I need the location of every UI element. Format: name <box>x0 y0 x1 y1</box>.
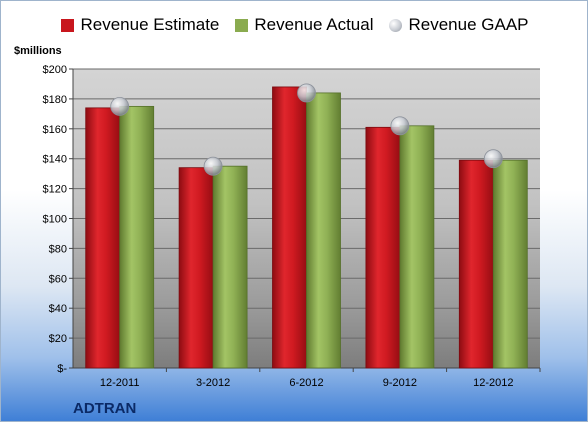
legend-item-revenue-gaap: Revenue GAAP <box>389 15 529 35</box>
y-tick-label: $100 <box>43 214 67 226</box>
y-tick-label: $160 <box>43 124 67 136</box>
company-name: ADTRAN <box>73 400 137 417</box>
bar-revenue-actual <box>492 159 528 369</box>
legend-swatch-revenue-estimate <box>61 18 75 32</box>
marker-revenue-gaap <box>390 116 410 136</box>
marker-revenue-gaap <box>110 96 130 116</box>
y-tick-label: $120 <box>43 184 67 196</box>
legend-marker-revenue-gaap <box>389 18 403 32</box>
y-tick-label: $200 <box>43 64 67 76</box>
bar-revenue-estimate <box>85 107 121 369</box>
legend-swatch-revenue-actual <box>235 18 249 32</box>
bar-revenue-actual <box>399 125 435 369</box>
bar-revenue-actual <box>119 105 155 369</box>
y-tick-label: $180 <box>43 94 67 106</box>
y-tick-label: $40 <box>49 303 67 315</box>
bar-revenue-estimate <box>365 126 401 369</box>
bar-revenue-estimate <box>272 86 307 369</box>
bar-revenue-actual <box>212 165 248 369</box>
legend-item-revenue-actual: Revenue Actual <box>235 15 373 35</box>
marker-revenue-gaap <box>297 83 316 103</box>
bar-revenue-estimate <box>178 167 214 369</box>
x-tick-label: 3-2012 <box>196 377 230 389</box>
x-tick-label: 9-2012 <box>383 377 417 389</box>
x-tick-label: 6-2012 <box>289 377 323 389</box>
bar-revenue-actual <box>306 92 341 369</box>
x-tick-label: 12-2011 <box>100 377 140 389</box>
legend-label-revenue-actual: Revenue Actual <box>254 15 374 34</box>
marker-revenue-gaap <box>203 156 223 176</box>
y-tick-label: $140 <box>43 154 67 166</box>
y-tick-label: $60 <box>49 273 67 285</box>
legend-item-revenue-estimate: Revenue Estimate <box>61 15 219 35</box>
x-tick-label: 12-2012 <box>473 377 513 389</box>
y-tick-label: $- <box>57 363 67 375</box>
bar-revenue-estimate <box>458 159 494 369</box>
y-tick-label: $20 <box>49 333 67 345</box>
legend-label-revenue-gaap: Revenue GAAP <box>408 15 529 34</box>
y-axis-units-label: $millions <box>14 45 62 57</box>
chart-legend: Revenue Estimate Revenue Actual Revenue … <box>1 15 588 35</box>
legend-label-revenue-estimate: Revenue Estimate <box>80 15 220 34</box>
y-tick-label: $80 <box>49 243 67 255</box>
marker-revenue-gaap <box>483 149 503 169</box>
